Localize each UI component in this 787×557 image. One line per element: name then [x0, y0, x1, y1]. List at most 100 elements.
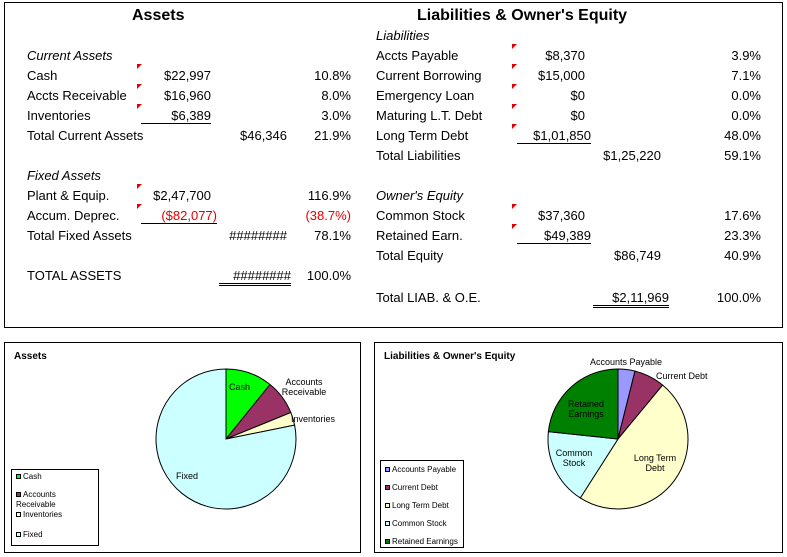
total-equity-label: Total Equity [376, 248, 444, 263]
assets-chart[interactable]: Assets Cash Accounts Receivable Inventor… [4, 342, 361, 553]
comment-indicator[interactable] [512, 64, 517, 69]
assets-legend: Cash Accounts Receivable Inventories Fix… [11, 469, 99, 546]
legend-label: Common Stock [392, 519, 447, 528]
common-stock-pct: 17.6% [724, 208, 761, 223]
liabilities-pie [547, 368, 689, 510]
legend-item: Current Debt [385, 483, 438, 493]
retained-earn-pct: 23.3% [724, 228, 761, 243]
long-term-debt-label: Long Term Debt [376, 128, 469, 143]
total-current-assets-pct: 21.9% [314, 128, 351, 143]
legend-item: Retained Earnings [385, 537, 458, 547]
slice-label-common-stock: Common Stock [555, 448, 593, 468]
legend-item: Accounts Payable [385, 465, 456, 475]
assets-chart-title: Assets [14, 351, 47, 362]
cash-value: $22,997 [164, 68, 211, 83]
legend-label: Retained Earnings [392, 537, 458, 546]
liabilities-header: Liabilities [376, 28, 430, 43]
liabilities-chart-title: Liabilities & Owner's Equity [384, 351, 516, 362]
slice-label-current-debt: Current Debt [656, 371, 708, 381]
legend-swatch [16, 512, 21, 517]
legend-swatch [385, 467, 390, 472]
legend-item: Long Term Debt [385, 501, 449, 511]
legend-item: Accounts Receivable [16, 490, 76, 510]
liabilities-chart[interactable]: Liabilities & Owner's Equity Accounts Pa… [374, 342, 783, 553]
maturing-lt-debt-label: Maturing L.T. Debt [376, 108, 483, 123]
total-liab-oe-label: Total LIAB. & O.E. [376, 290, 481, 305]
comment-indicator[interactable] [512, 224, 517, 229]
accum-deprec-label: Accum. Deprec. [27, 208, 120, 223]
total-fixed-assets-label: Total Fixed Assets [27, 228, 132, 243]
liabilities-title: Liabilities & Owner's Equity [417, 7, 628, 24]
legend-swatch [16, 474, 21, 479]
total-liabilities-value: $1,25,220 [603, 148, 661, 163]
cash-pct: 10.8% [314, 68, 351, 83]
pie-slice-long-term-debt[interactable] [579, 384, 689, 510]
comment-indicator[interactable] [137, 104, 142, 109]
balance-sheet-panel: Assets Current Assets Cash $22,997 10.8%… [4, 2, 783, 328]
current-borrowing-pct: 7.1% [731, 68, 761, 83]
legend-swatch [385, 521, 390, 526]
legend-item: Fixed [16, 530, 43, 540]
comment-indicator[interactable] [137, 204, 142, 209]
comment-indicator[interactable] [512, 84, 517, 89]
legend-label: Accounts Receivable [16, 490, 56, 509]
maturing-lt-debt-value: $0 [570, 108, 585, 123]
comment-indicator[interactable] [137, 184, 142, 189]
current-assets-header: Current Assets [27, 48, 113, 63]
receivable-value: $16,960 [164, 88, 211, 103]
comment-indicator[interactable] [137, 64, 142, 69]
legend-label: Cash [23, 472, 42, 481]
cash-label: Cash [27, 68, 58, 83]
slice-label-accounts-receivable: Accounts Receivable [281, 377, 327, 397]
inventories-label: Inventories [27, 108, 91, 123]
pie-slice-retained-earnings[interactable] [547, 368, 619, 440]
slice-label-retained-earnings: Retained Earnings [567, 399, 605, 419]
accum-deprec-pct: (38.7%) [305, 208, 351, 223]
accts-payable-label: Accts Payable [376, 48, 459, 63]
assets-title: Assets [132, 7, 185, 24]
total-current-assets-value: $46,346 [240, 128, 287, 143]
legend-swatch [16, 492, 21, 497]
maturing-lt-debt-pct: 0.0% [731, 108, 761, 123]
accum-deprec-value: ($82,077) [141, 208, 217, 224]
legend-item: Inventories [16, 510, 62, 520]
fixed-assets-header: Fixed Assets [27, 168, 101, 183]
comment-indicator[interactable] [512, 204, 517, 209]
common-stock-value: $37,360 [538, 208, 585, 223]
total-assets-pct: 100.0% [306, 268, 351, 283]
pie-slice-common-stock[interactable] [547, 431, 619, 499]
accts-payable-value: $8,370 [545, 48, 585, 63]
current-borrowing-label: Current Borrowing [376, 68, 482, 83]
total-equity-pct: 40.9% [724, 248, 761, 263]
receivable-pct: 8.0% [321, 88, 351, 103]
comment-indicator[interactable] [512, 104, 517, 109]
accts-payable-pct: 3.9% [731, 48, 761, 63]
assets-pie [155, 368, 297, 510]
legend-label: Current Debt [392, 483, 438, 492]
slice-label-inventories: Inventories [291, 414, 336, 424]
plant-equip-pct: 116.9% [307, 188, 351, 203]
long-term-debt-pct: 48.0% [724, 128, 761, 143]
total-liabilities-pct: 59.1% [724, 148, 761, 163]
total-liabilities-label: Total Liabilities [376, 148, 461, 163]
receivable-label: Accts Receivable [27, 88, 127, 103]
retained-earn-label: Retained Earn. [376, 228, 463, 243]
legend-item: Cash [16, 472, 42, 482]
long-term-debt-value: $1,01,850 [517, 128, 591, 144]
legend-label: Accounts Payable [392, 465, 457, 474]
retained-earn-value: $49,389 [517, 228, 591, 244]
comment-indicator[interactable] [137, 84, 142, 89]
emergency-loan-value: $0 [570, 88, 585, 103]
legend-swatch [385, 539, 390, 544]
legend-swatch [385, 485, 390, 490]
slice-label-fixed: Fixed [176, 471, 199, 481]
legend-swatch [385, 503, 390, 508]
legend-label: Inventories [23, 510, 63, 519]
total-liab-oe-value: $2,11,969 [593, 290, 669, 308]
inventories-value: $6,389 [141, 108, 211, 124]
current-borrowing-value: $15,000 [538, 68, 585, 83]
comment-indicator[interactable] [512, 44, 517, 49]
comment-indicator[interactable] [512, 124, 517, 129]
total-liab-oe-pct: 100.0% [716, 290, 761, 305]
pie-slice-fixed[interactable] [155, 368, 297, 510]
